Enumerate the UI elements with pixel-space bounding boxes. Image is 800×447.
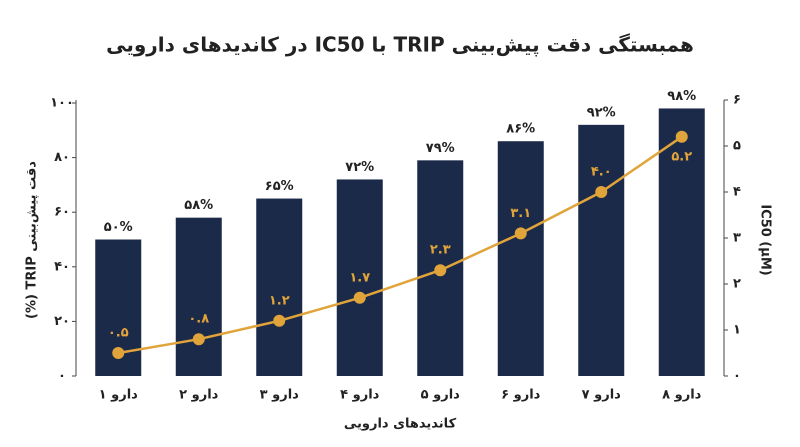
y-tick-label: ۴۰: [54, 259, 70, 274]
y-tick-label: ۰: [58, 369, 66, 384]
line-point: [595, 186, 608, 198]
bar: [336, 179, 383, 376]
line-point: [675, 130, 688, 143]
bar-value-label: ۷۲%: [345, 160, 374, 175]
bar: [578, 124, 625, 376]
bar: [175, 217, 222, 376]
x-tick-label: دارو ۱: [99, 388, 138, 403]
bar-value-label: ۷۹%: [426, 141, 455, 156]
bar-value-label: ۵۸%: [184, 198, 213, 213]
y-axis-label: دقت پیش‌بینی TRIP (%): [25, 161, 40, 319]
y-tick-label: ۶۰: [54, 205, 70, 220]
x-tick-label: دارو ۲: [179, 388, 218, 403]
y2-tick-label: ۶: [733, 93, 741, 108]
x-tick-label: دارو ۷: [582, 388, 621, 403]
x-tick-label: دارو ۶: [501, 388, 540, 403]
y2-tick-label: ۱: [733, 323, 741, 338]
line: [118, 135, 683, 355]
bar-value-label: ۸۶%: [506, 122, 535, 137]
bar: [497, 141, 544, 376]
y-tick-label: ۸۰: [54, 150, 70, 165]
line-point: [353, 291, 366, 304]
line-point: [273, 314, 286, 327]
line-value-label: ۴.۰: [591, 165, 612, 180]
line-point: [112, 347, 125, 359]
y2-tick-label: ۵: [733, 139, 741, 154]
line-value-label: ۲.۳: [430, 243, 451, 258]
y2-tick-label: ۳: [733, 231, 741, 246]
chart-title: همبستگی دقت پیش‌بینی TRIP با IC50 در کان…: [106, 33, 694, 58]
line-point: [192, 333, 205, 346]
bar-value-label: ۵۰%: [104, 220, 133, 235]
line-value-label: ۳.۱: [510, 206, 531, 221]
x-tick-label: دارو ۵: [421, 388, 460, 403]
line-value-label: ۰.۸: [188, 312, 209, 327]
line-value-label: ۱.۲: [269, 293, 290, 308]
line-point: [514, 227, 527, 240]
y2-tick-label: ۲: [733, 277, 741, 292]
line-value-label: ۱.۷: [349, 270, 370, 285]
y-tick-label: ۱۰۰: [50, 96, 74, 111]
bar-value-label: ۹۲%: [587, 105, 616, 120]
bar-value-label: ۹۸%: [667, 89, 696, 104]
y2-tick-label: ۴: [733, 185, 741, 200]
y2-tick-label: ۰: [733, 369, 741, 384]
line-value-label: ۵.۲: [671, 149, 692, 164]
x-tick-label: دارو ۸: [662, 388, 701, 403]
line-value-label: ۰.۵: [108, 326, 129, 341]
y-tick-label: ۲۰: [54, 314, 70, 329]
line-point: [434, 264, 447, 277]
x-tick-label: دارو ۴: [340, 388, 379, 403]
x-axis-label: کاندیدهای دارویی: [344, 417, 457, 432]
x-tick-label: دارو ۳: [260, 388, 299, 403]
bar-value-label: ۶۵%: [265, 179, 294, 194]
bar: [658, 108, 705, 377]
y2-axis-label: IC50 (μM): [758, 204, 773, 275]
bar: [256, 198, 303, 376]
